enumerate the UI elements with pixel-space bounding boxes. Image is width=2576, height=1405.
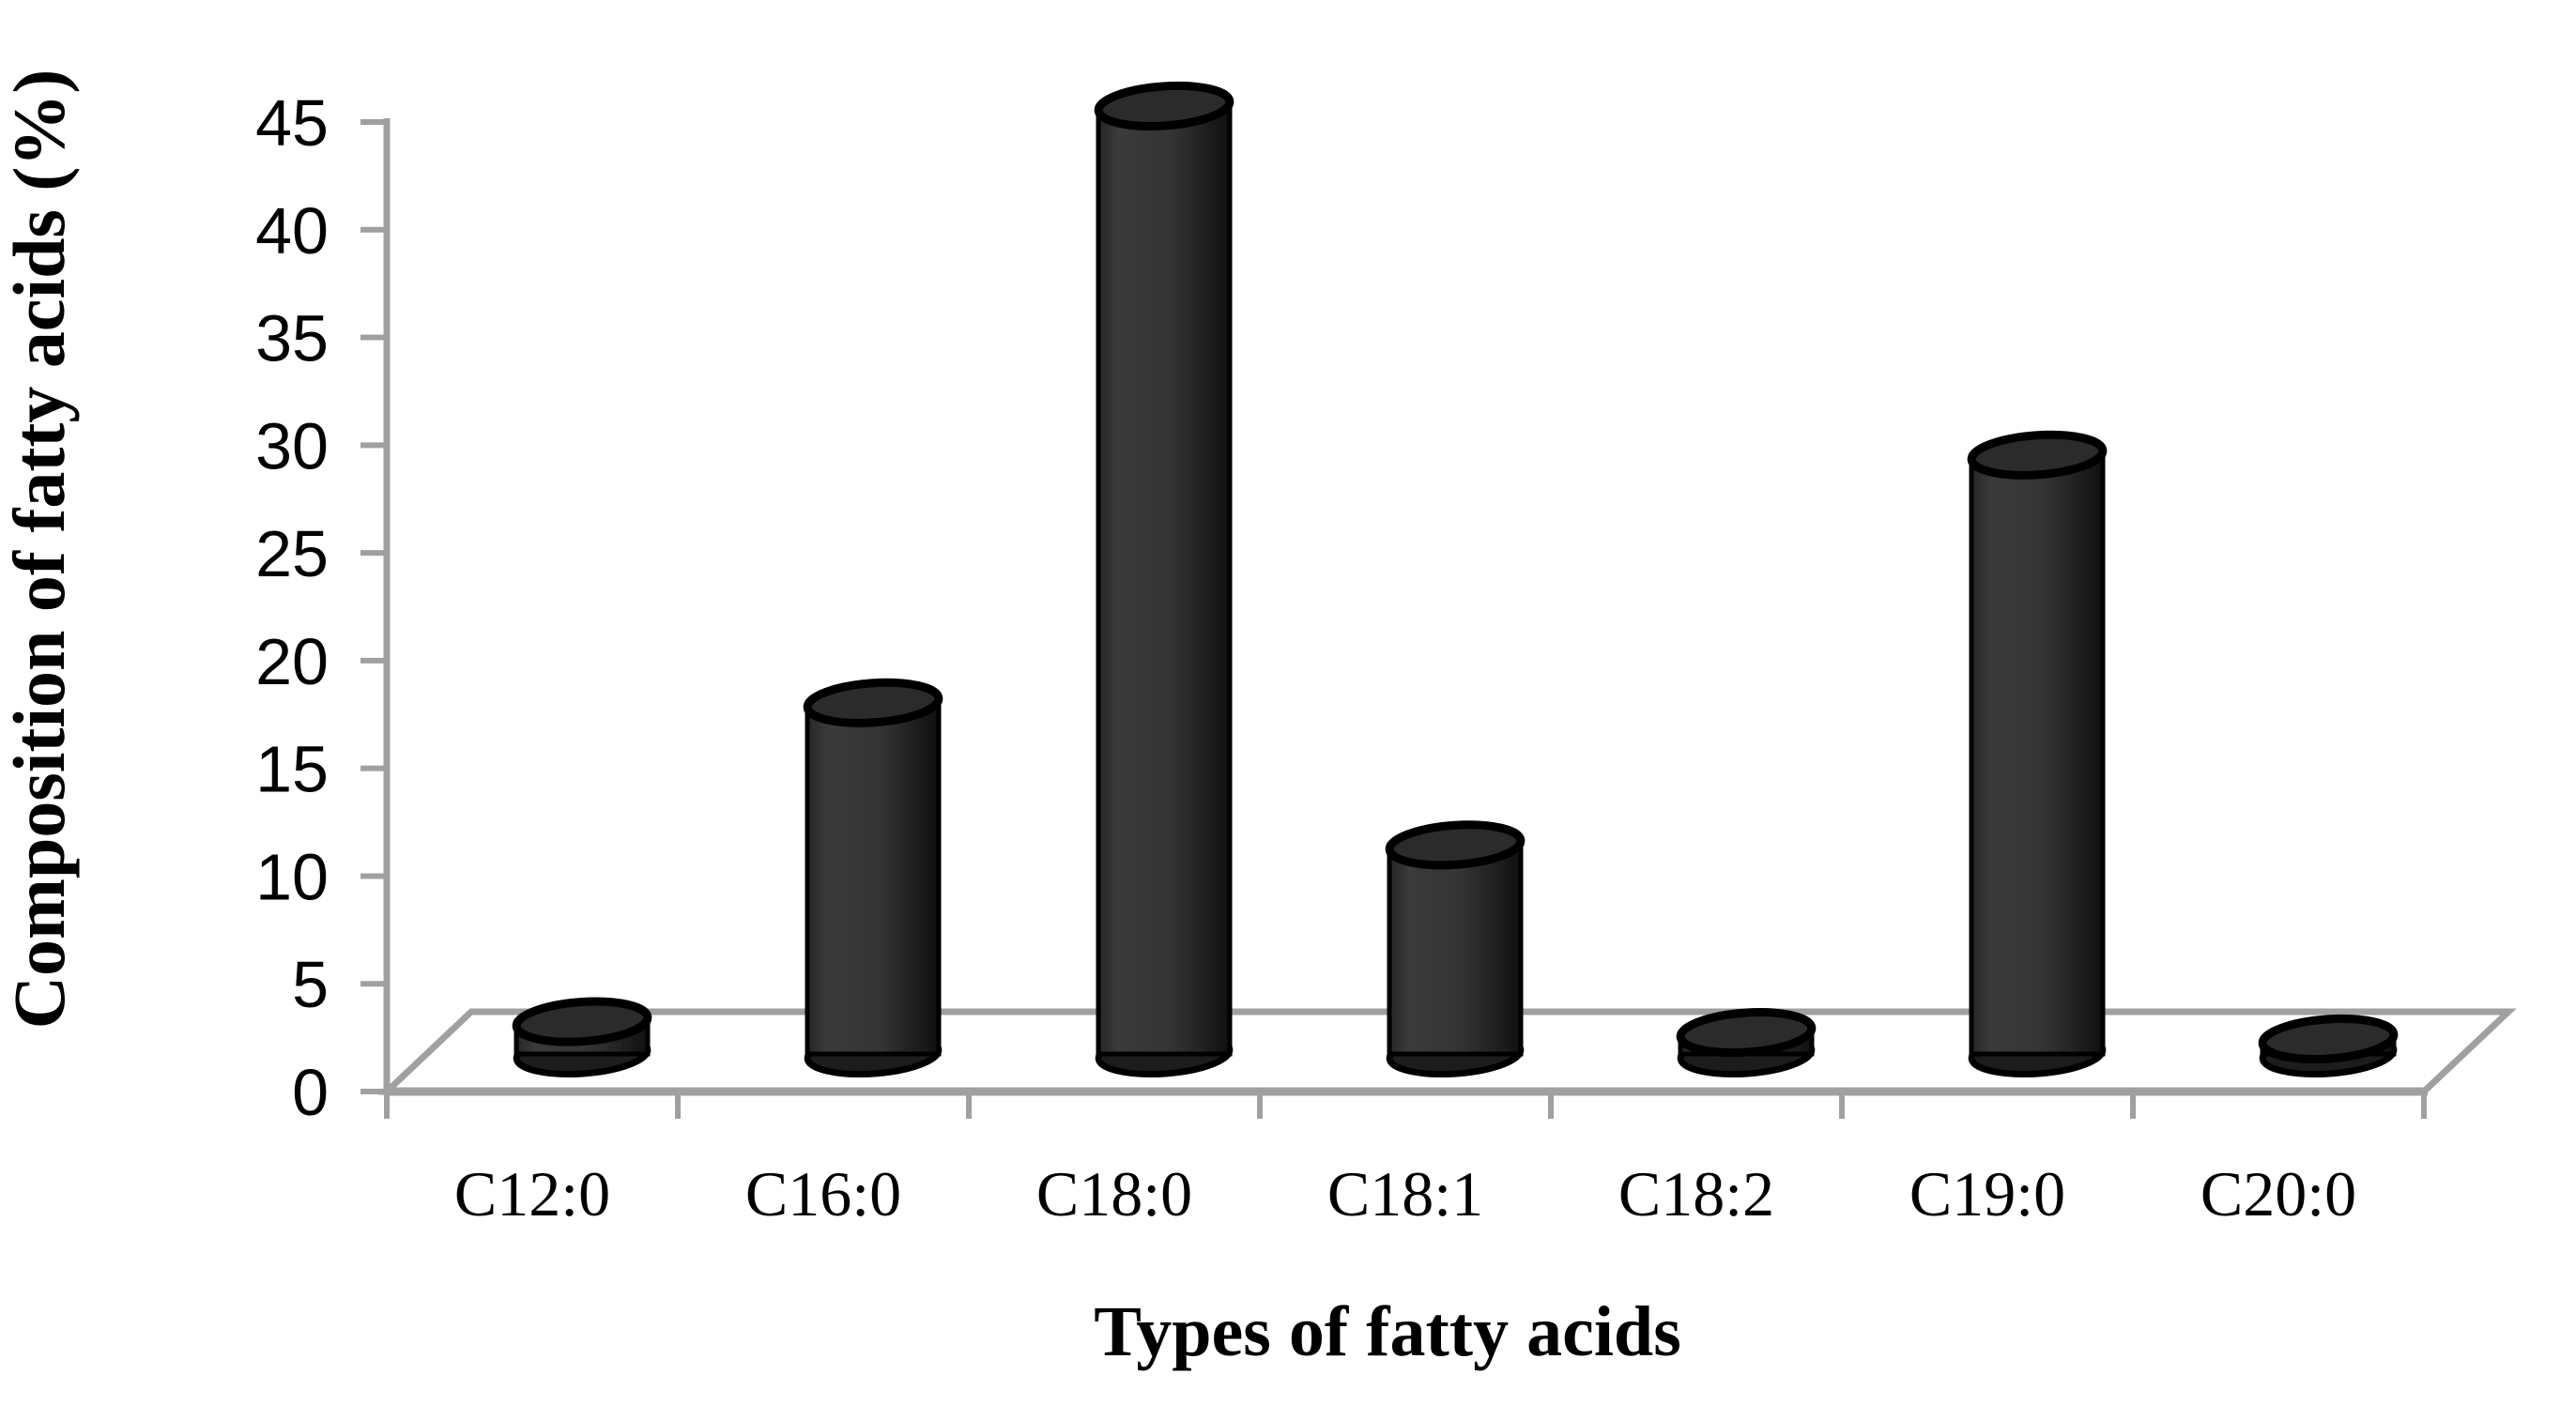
cylinder-bar-c20-0 [2258, 1014, 2399, 1078]
bars-group [512, 81, 2399, 1078]
cylinder-top [1967, 430, 2108, 480]
y-tick-label: 20 [255, 625, 329, 698]
x-category-label: C19:0 [1909, 1158, 2065, 1229]
cylinder-top [1385, 820, 1526, 870]
cylinder-side [1387, 842, 1524, 1057]
cylinder-top [1676, 1008, 1817, 1058]
cylinder-bar-c18-2 [1676, 1008, 1817, 1078]
y-tick-labels: 0 5 10 15 20 25 30 35 40 45 [255, 86, 329, 1129]
y-tick-label: 45 [255, 86, 329, 160]
cylinder-side [805, 700, 942, 1057]
y-tick-label: 10 [255, 840, 329, 913]
cylinder-bar-c16-0 [803, 678, 943, 1078]
y-axis [360, 118, 391, 1095]
cylinder-top [512, 997, 652, 1046]
cylinder-bar-c19-0 [1967, 430, 2108, 1078]
y-tick-label: 30 [255, 409, 329, 482]
x-category-labels: C12:0 C16:0 C18:0 C18:1 C18:2 C19:0 C20:0 [454, 1158, 2356, 1229]
cylinder-bar-c18-1 [1385, 820, 1526, 1078]
cylinder-side [1096, 103, 1233, 1057]
y-tick-label: 15 [255, 733, 329, 806]
x-category-label: C18:1 [1327, 1158, 1483, 1229]
x-category-label: C12:0 [454, 1158, 610, 1229]
y-tick-label: 25 [255, 517, 329, 590]
x-category-label: C18:0 [1036, 1158, 1192, 1229]
y-tick-label: 40 [255, 194, 329, 267]
y-tick-label: 5 [292, 948, 329, 1021]
cylinder-top [803, 678, 943, 727]
x-axis [384, 1087, 2428, 1119]
x-category-label: C16:0 [745, 1158, 901, 1229]
y-tick-label: 35 [255, 302, 329, 375]
cylinder-side [1969, 452, 2106, 1057]
x-category-label: C20:0 [2200, 1158, 2356, 1229]
x-category-label: C18:2 [1618, 1158, 1774, 1229]
y-axis-title: Composition of fatty acids (%) [0, 69, 80, 1030]
cylinder-top [2258, 1014, 2399, 1063]
y-tick-label: 0 [292, 1056, 329, 1129]
cylinder-top [1094, 81, 1234, 130]
x-axis-title: Types of fatty acids [1094, 1292, 1681, 1371]
cylinder-bar-c12-0 [512, 997, 652, 1078]
cylinder-bar-c18-0 [1094, 81, 1234, 1078]
